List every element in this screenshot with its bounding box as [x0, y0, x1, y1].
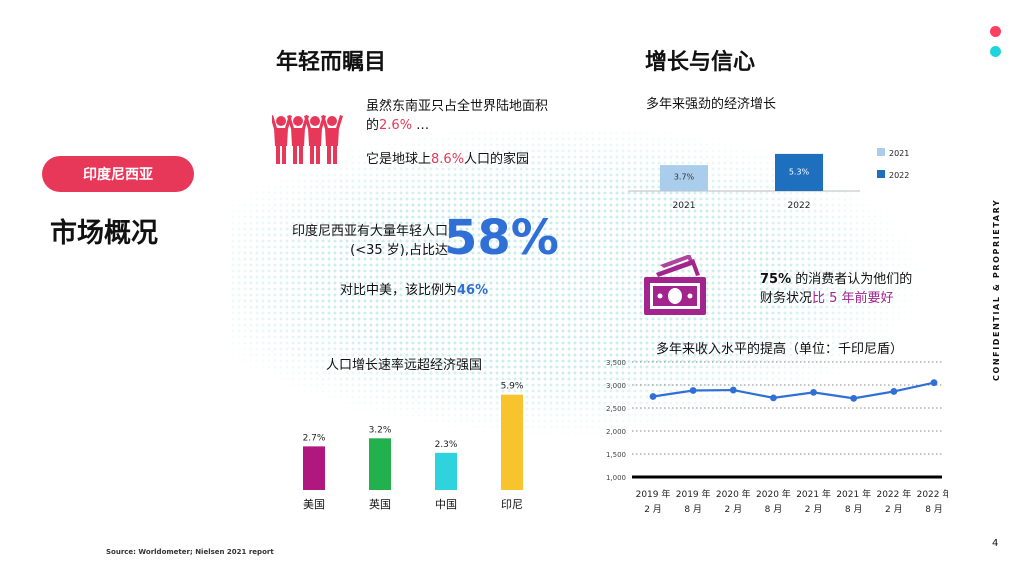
confidential-label: CONFIDENTIAL & PROPRIETARY: [992, 198, 1001, 382]
income-chart-title: 多年来收入水平的提高（单位：千印尼盾）: [656, 342, 904, 357]
bar-label-0: 2.7%: [303, 433, 326, 443]
income-point-1: [689, 387, 697, 394]
fact-population: 它是地球上8.6%人口的家园: [366, 150, 556, 169]
fact-land-ellipsis: …: [412, 118, 430, 133]
source-note: Source: Worldometer; Nielsen 2021 report: [106, 548, 274, 556]
xtick-year-3: 2020 年: [756, 488, 791, 500]
legend-swatch-1: [877, 170, 885, 178]
income-line: [652, 381, 935, 400]
income-point-5: [850, 394, 858, 402]
heading-right: 增长与信心: [645, 50, 756, 75]
page-number: 4: [992, 538, 999, 549]
confidence-value: 75%: [760, 272, 792, 287]
bar-1: [369, 438, 391, 490]
legend-swatch-0: [877, 148, 885, 156]
ytick-0: 3,500: [606, 359, 626, 367]
xtick-month-6: 2 月: [885, 504, 903, 515]
category-label-3: 印尼: [501, 498, 523, 511]
econ-growth-chart: 3.7% 2021 5.3% 2022 2021 2022: [628, 148, 909, 211]
youth-compare-value: 46%: [457, 283, 489, 298]
youth-percent: 58%: [444, 210, 559, 266]
bar-0: [303, 446, 325, 490]
income-point-4: [810, 388, 817, 396]
ytick-5: 1,000: [606, 474, 626, 482]
ytick-1: 3,000: [606, 382, 626, 390]
pop-growth-chart: 2.7% 美国 3.2% 英国 2.3% 中国 5.9% 印尼: [303, 382, 524, 511]
category-label-2: 中国: [435, 498, 457, 511]
youth-text: 印度尼西亚有大量年轻人口(<35 岁),占比达: [291, 224, 448, 258]
people-icon: [270, 112, 344, 170]
income-line-chart: 3,500 3,000 2,500 2,000 1,500 1,000 2019 年 2 月 2…: [606, 359, 948, 515]
fact-land-value: 2.6%: [379, 118, 413, 133]
confidence-text: 75% 的消费者认为他们的 财务状况比 5 年前要好: [760, 270, 940, 308]
ytick-2: 2,500: [606, 405, 626, 413]
legend-label-0: 2021: [889, 149, 909, 158]
xtick-year-4: 2021 年: [796, 488, 831, 500]
bar-3: [501, 394, 523, 490]
xtick-month-2: 2 月: [724, 504, 742, 515]
econ-bar-label-0: 3.7%: [674, 172, 695, 181]
xtick-year-6: 2022 年: [876, 488, 911, 500]
category-label-0: 美国: [303, 498, 325, 511]
income-point-3: [770, 394, 777, 402]
xtick-year-2: 2020 年: [716, 488, 751, 500]
fact-pop-text-end: 人口的家园: [464, 152, 530, 167]
xtick-year-5: 2021 年: [836, 488, 871, 500]
econ-bar-0: [660, 165, 708, 191]
econ-category-1: 2022: [788, 201, 811, 211]
xtick-month-3: 8 月: [765, 504, 783, 515]
econ-bar-label-1: 5.3%: [789, 167, 810, 176]
money-icon: [642, 254, 708, 321]
world-map-background: [230, 130, 950, 460]
income-point-7: [930, 379, 938, 387]
pop-chart-title: 人口增长速率远超经济强国: [326, 358, 483, 373]
xtick-month-4: 2 月: [805, 504, 823, 515]
confidence-emph: 比 5 年前要好: [812, 291, 894, 306]
fact-land-text: 虽然东南亚只占全世界陆地面积的: [366, 99, 549, 133]
confidence-text-a: 的消费者认为他们的: [795, 272, 913, 287]
ytick-4: 1,500: [606, 451, 626, 459]
bar-2: [435, 452, 457, 490]
econ-category-0: 2021: [673, 201, 696, 211]
cyan-dot-icon: [990, 46, 1001, 57]
xtick-month-7: 8 月: [925, 504, 943, 515]
xtick-year-0: 2019 年: [636, 488, 671, 500]
income-point-2: [729, 386, 737, 394]
fact-pop-text: 它是地球上: [366, 152, 432, 167]
ytick-3: 2,000: [606, 428, 626, 436]
income-point-6: [890, 388, 898, 395]
heading-left: 年轻而瞩目: [276, 50, 387, 75]
xtick-year-7: 2022 年: [917, 488, 948, 500]
slide-title: 市场概况: [50, 218, 158, 249]
bar-label-1: 3.2%: [369, 425, 392, 435]
category-label-1: 英国: [369, 497, 391, 511]
country-pill: 印度尼西亚: [42, 156, 194, 192]
econ-chart-title: 多年来强劲的经济增长: [646, 97, 777, 112]
pink-dot-icon: [990, 26, 1001, 37]
legend-label-1: 2022: [889, 171, 909, 180]
bar-label-2: 2.3%: [435, 440, 458, 450]
xtick-year-1: 2019 年: [676, 488, 711, 500]
fact-land-area: 虽然东南亚只占全世界陆地面积的2.6% …: [366, 97, 556, 135]
youth-compare-text: 对比中美，该比例为: [340, 283, 458, 298]
bar-label-3: 5.9%: [501, 382, 524, 392]
confidence-text-b: 财务状况: [760, 291, 813, 306]
xtick-month-1: 8 月: [684, 504, 702, 515]
econ-bar-1: [775, 153, 823, 191]
fact-pop-value: 8.6%: [431, 152, 465, 167]
youth-compare: 对比中美，该比例为46%: [340, 281, 488, 300]
xtick-month-5: 8 月: [845, 504, 863, 515]
xtick-month-0: 2 月: [644, 504, 662, 515]
income-point-0: [649, 393, 657, 400]
